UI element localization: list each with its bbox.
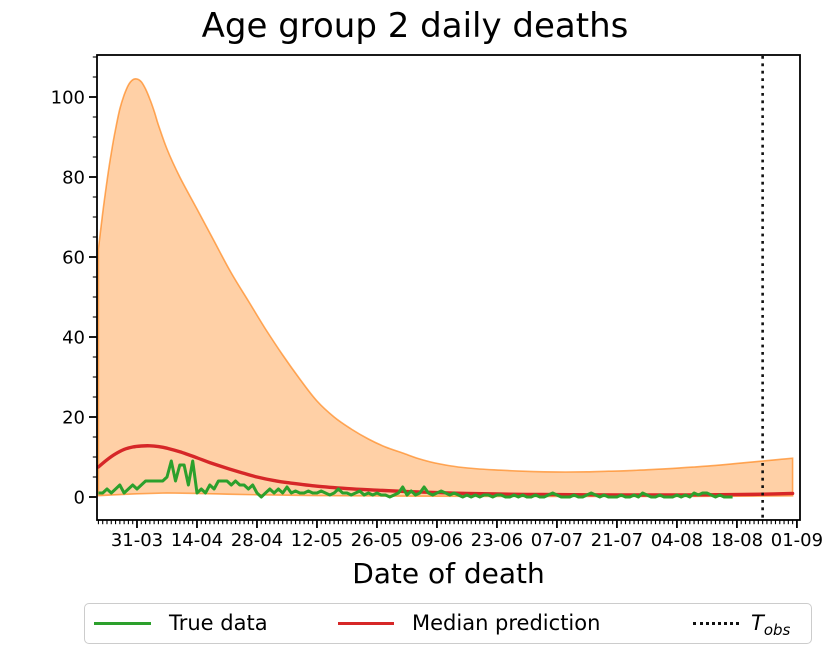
true-data-line-swatch [94,622,151,625]
t-obs-symbol: T [751,611,764,635]
x-tick-label: 21-07 [591,530,643,551]
x-tick-label: 26-05 [351,530,403,551]
x-tick-label: 04-08 [651,530,703,551]
confidence-band [97,78,794,498]
y-tick-label: 40 [62,328,85,349]
y-tick-label: 60 [62,248,85,269]
y-tick-label: 20 [62,408,85,429]
y-tick-label: 100 [51,88,85,109]
y-tick-label: 0 [74,488,85,509]
x-tick-label: 12-05 [291,530,343,551]
t-obs-subscript: obs [763,621,791,640]
x-tick-label: 09-06 [411,530,463,551]
true-data-line [98,459,733,499]
legend-label-true-data: True data [169,611,268,635]
y-tick-label: 80 [62,168,85,189]
x-tick-label: 07-07 [531,530,583,551]
x-tick-label: 01-09 [771,530,823,551]
median-prediction-line-swatch [338,622,394,625]
legend-label-median-prediction: Median prediction [412,611,601,635]
x-tick-label: 14-04 [171,530,223,551]
x-tick-label: 23-06 [471,530,523,551]
x-tick-label: 18-08 [711,530,763,551]
x-axis-label: Date of death [352,557,545,590]
legend: True data Median prediction Tobs [84,603,812,644]
chart-title: Age group 2 daily deaths [201,6,629,46]
legend-label-t-obs: Tobs [751,611,790,639]
axes-frame [96,54,801,521]
x-tick-label: 31-03 [111,530,163,551]
x-tick-label: 28-04 [231,530,283,551]
t-obs-line-swatch [693,622,739,625]
